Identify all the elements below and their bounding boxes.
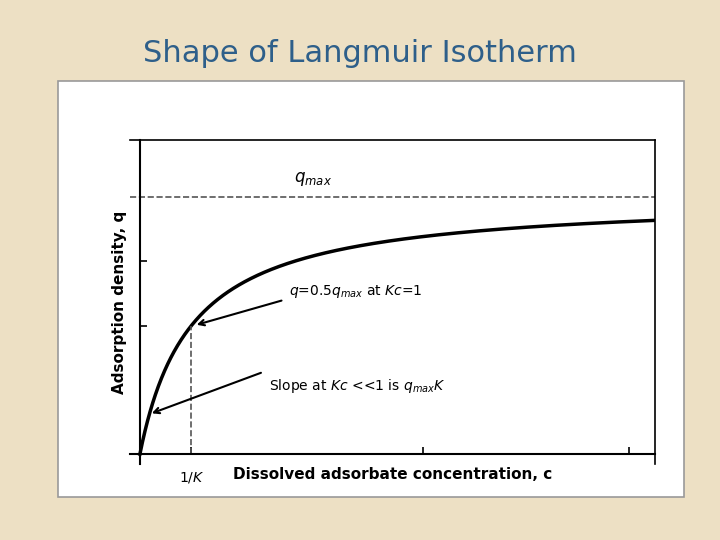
Y-axis label: Adsorption density, q: Adsorption density, q [112,211,127,394]
Text: Slope at $\mathit{Kc}$ <<1 is $\mathit{q}_{\mathit{max}}$$\mathit{K}$: Slope at $\mathit{Kc}$ <<1 is $\mathit{q… [269,377,446,395]
X-axis label: Dissolved adsorbate concentration, c: Dissolved adsorbate concentration, c [233,467,552,482]
Text: $\mathit{1/K}$: $\mathit{1/K}$ [179,470,204,484]
Text: $\mathit{q}$=0.5$\mathit{q}_{\mathit{max}}$ at $\mathit{Kc}$=1: $\mathit{q}$=0.5$\mathit{q}_{\mathit{max… [289,283,423,300]
Text: $\mathit{q}_{\mathit{max}}$: $\mathit{q}_{\mathit{max}}$ [294,170,333,188]
Text: Shape of Langmuir Isotherm: Shape of Langmuir Isotherm [143,39,577,69]
